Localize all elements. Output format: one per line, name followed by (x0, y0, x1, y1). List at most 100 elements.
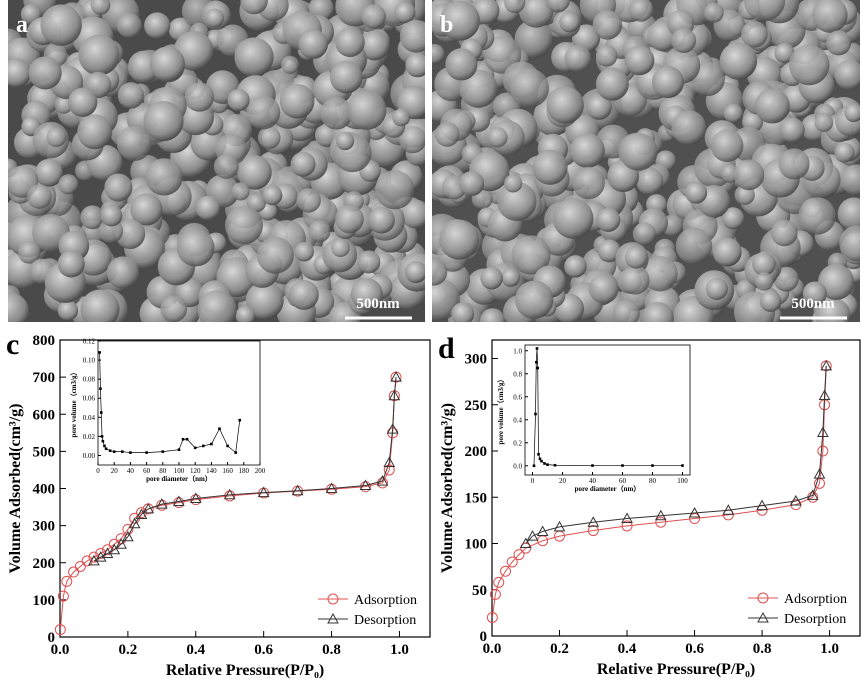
x-tick-label: 80 (649, 477, 657, 485)
particle (595, 67, 629, 101)
particle (279, 83, 315, 119)
marker (390, 371, 402, 382)
particle (515, 280, 554, 319)
particle (501, 267, 521, 287)
marker (534, 360, 538, 364)
y-tick-label: 500 (33, 444, 56, 460)
legend-label: Adsorption (784, 592, 847, 607)
x-tick-label: 40 (589, 477, 597, 485)
particle (160, 295, 188, 322)
particle (774, 42, 795, 64)
marker (103, 444, 106, 448)
x-tick-label: 0.2 (550, 641, 569, 657)
y-tick-label: 0.00 (83, 452, 96, 460)
marker (536, 366, 540, 370)
particle (27, 184, 52, 209)
scale-label: 500nm (791, 296, 835, 312)
y-axis-label: pore volume（cm3/g） (70, 369, 78, 438)
marker (688, 506, 701, 518)
particle (296, 188, 321, 213)
particle (839, 225, 860, 262)
x-tick-label: 0.4 (186, 642, 205, 658)
legend-label: Desorption (354, 613, 416, 628)
particle (235, 305, 256, 322)
particle (620, 265, 650, 295)
marker (88, 551, 100, 563)
marker (61, 575, 73, 587)
marker (388, 389, 401, 401)
marker (376, 477, 388, 489)
particle (40, 4, 82, 46)
particle (514, 19, 553, 58)
marker (122, 523, 134, 535)
particle (298, 29, 329, 59)
particle (511, 235, 551, 275)
x-tick-label: 60 (619, 477, 627, 485)
particle (595, 45, 618, 67)
particle (671, 110, 707, 145)
marker (543, 462, 546, 465)
marker (234, 451, 237, 454)
marker (172, 495, 185, 506)
particle (257, 126, 281, 149)
marker (681, 464, 684, 467)
marker (102, 544, 114, 556)
marker (135, 508, 148, 519)
particle (130, 193, 163, 226)
particle (710, 129, 744, 163)
marker (155, 498, 168, 509)
particle (619, 132, 658, 171)
x-tick-label: 0.0 (483, 641, 502, 657)
marker (722, 504, 735, 515)
particle (612, 299, 640, 322)
marker (383, 456, 396, 468)
particle (741, 21, 768, 48)
particle (28, 56, 62, 90)
particle (375, 170, 415, 210)
marker (540, 459, 543, 463)
y-tick-label: 250 (465, 398, 488, 414)
marker (756, 499, 768, 511)
marker (145, 451, 148, 454)
particle (100, 204, 123, 227)
sem-image-a (8, 0, 425, 322)
particle (814, 113, 834, 132)
particle (798, 197, 836, 235)
particle (779, 117, 805, 143)
y-tick-label: 100 (33, 593, 56, 609)
particle (641, 302, 674, 322)
particle (197, 290, 237, 322)
particle (671, 27, 697, 53)
marker (181, 437, 185, 441)
marker (224, 490, 236, 502)
legend-marker (327, 612, 339, 624)
x-tick-label: 0.6 (254, 642, 273, 658)
marker (651, 464, 654, 467)
particle (518, 0, 554, 28)
marker (161, 450, 165, 453)
x-tick-label: 0.0 (51, 642, 70, 658)
marker (223, 488, 236, 500)
plot-frame (524, 344, 691, 476)
particle (586, 94, 612, 120)
marker (386, 423, 399, 434)
x-tick-label: 200 (255, 467, 266, 475)
x-tick-label: 0 (96, 467, 100, 475)
particle (359, 30, 390, 61)
particle (68, 87, 98, 117)
marker (99, 387, 102, 390)
particle (642, 255, 678, 292)
y-tick-label: 0.12 (83, 338, 96, 346)
particle (80, 205, 105, 230)
particle (106, 256, 140, 289)
particle (245, 281, 284, 320)
particle (778, 148, 810, 180)
particle (331, 238, 350, 258)
y-tick-label: 50 (472, 583, 487, 599)
marker (820, 359, 833, 371)
particle (247, 193, 266, 213)
marker (655, 516, 667, 528)
particle (335, 27, 365, 58)
y-tick-label: 600 (33, 407, 56, 423)
particle (532, 149, 568, 185)
